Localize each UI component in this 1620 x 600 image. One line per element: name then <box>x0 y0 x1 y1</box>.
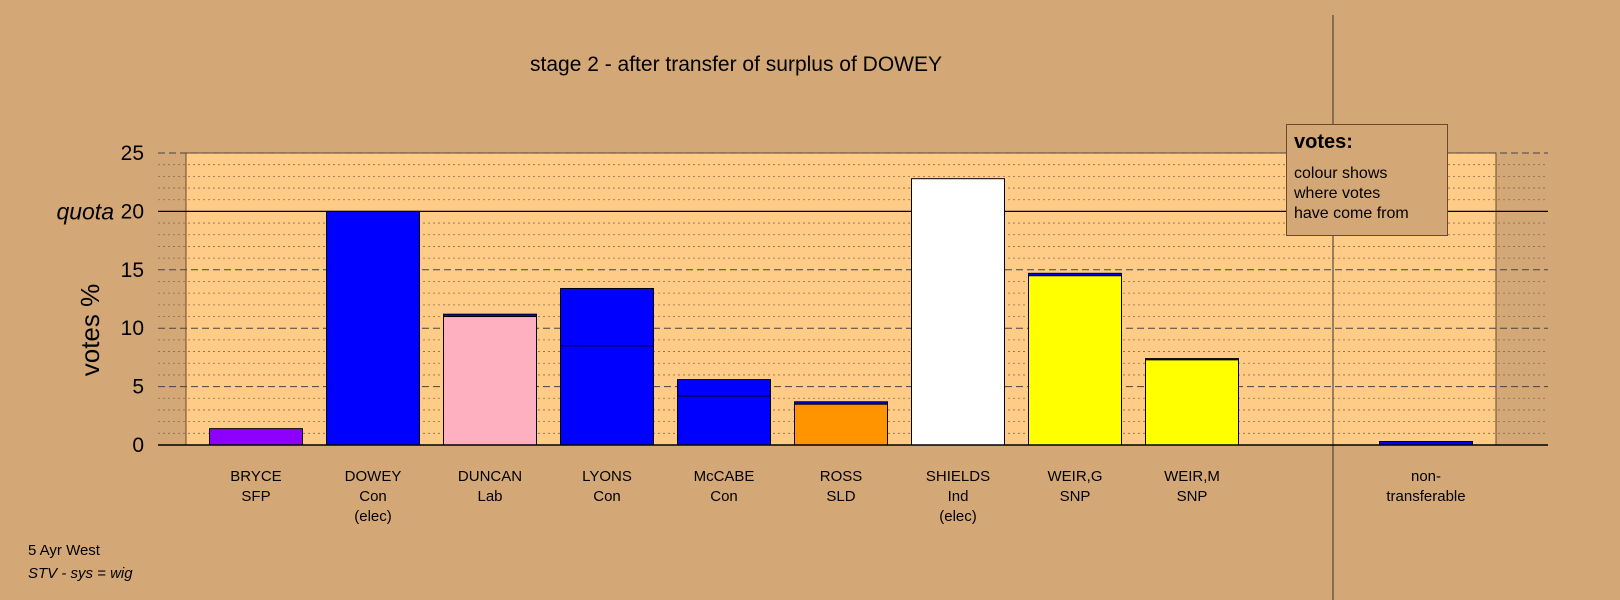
x-label-party: SNP <box>1060 488 1091 505</box>
bar-weir,g-seg1 <box>1028 272 1122 277</box>
x-label-name: WEIR,G <box>1048 468 1103 485</box>
y-axis-label: votes % <box>75 284 105 377</box>
bar-weir,g-seg0 <box>1028 275 1122 446</box>
x-label-party: Con <box>359 488 387 505</box>
bar-duncan-seg0 <box>443 316 537 446</box>
y-tick-label: 0 <box>132 434 144 457</box>
bar-lyons-seg1 <box>560 287 654 347</box>
y-tick-label: 10 <box>121 317 144 340</box>
x-label-name: DOWEY <box>345 468 402 485</box>
x-label-party: Ind <box>948 488 969 505</box>
x-label-name: ROSS <box>820 468 863 485</box>
x-label-non-transferable-1: non- <box>1411 468 1441 485</box>
x-label-note: (elec) <box>939 508 977 525</box>
x-label-note: (elec) <box>354 508 392 525</box>
y-tick-label: 5 <box>132 376 144 399</box>
x-label-name: DUNCAN <box>458 468 522 485</box>
bar-mccabe-seg0 <box>677 395 771 446</box>
x-label-party: Lab <box>477 488 502 505</box>
bar-ross-seg1 <box>794 401 888 405</box>
legend-line-3: have come from <box>1294 205 1409 222</box>
system-label: STV - sys = wig <box>28 565 133 582</box>
x-label-party: Con <box>593 488 621 505</box>
legend-box: votes: colour shows where votes have com… <box>1286 124 1448 236</box>
x-label-name: McCABE <box>694 468 755 485</box>
x-label-party: SNP <box>1177 488 1208 505</box>
x-label-name: WEIR,M <box>1164 468 1220 485</box>
legend-line-2: where votes <box>1294 185 1381 202</box>
bar-weir,m-seg1 <box>1145 358 1239 361</box>
bar-duncan-seg1 <box>443 313 537 318</box>
x-label-party: SFP <box>241 488 270 505</box>
bar-shields-seg0 <box>911 178 1005 446</box>
legend-line-1: colour shows <box>1294 165 1388 182</box>
y-tick-label: 25 <box>121 142 144 165</box>
quota-label: quota <box>56 198 114 224</box>
x-label-non-transferable-2: transferable <box>1386 488 1465 505</box>
x-label-name: LYONS <box>582 468 632 485</box>
bar-bryce-seg0 <box>209 428 303 446</box>
constituency-label: 5 Ayr West <box>28 542 100 559</box>
bar-weir,m-seg0 <box>1145 359 1239 446</box>
bar-dowey-seg0 <box>326 210 420 446</box>
x-label-name: BRYCE <box>230 468 281 485</box>
chart-title: stage 2 - after transfer of surplus of D… <box>530 53 942 76</box>
bar-ross-seg0 <box>794 403 888 446</box>
bar-lyons-seg0 <box>560 345 654 446</box>
bar-mccabe-seg1 <box>677 379 771 397</box>
y-tick-label: 20 <box>121 200 144 223</box>
legend-title: votes: <box>1294 131 1353 153</box>
x-label-party: SLD <box>826 488 855 505</box>
x-label-name: SHIELDS <box>926 468 990 485</box>
y-tick-label: 15 <box>121 259 144 282</box>
x-label-party: Con <box>710 488 738 505</box>
